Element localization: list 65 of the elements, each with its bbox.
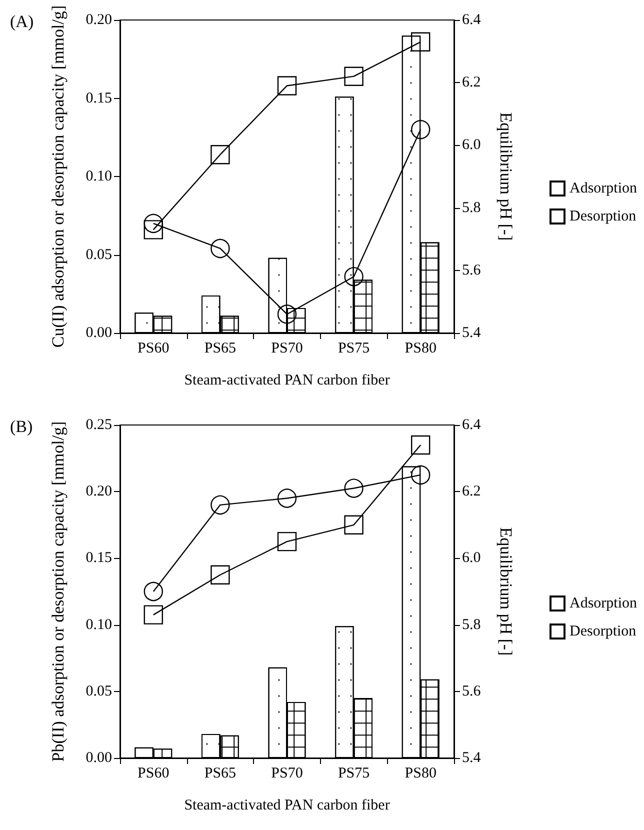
point (344, 478, 364, 498)
y-tick-label: 0.20 (86, 12, 112, 28)
y2-tick-label: 5.4 (462, 325, 482, 341)
x-tick-label: PS65 (204, 340, 236, 356)
x-tick-label: PS80 (404, 766, 436, 782)
point (277, 532, 297, 552)
point (144, 220, 163, 240)
point (210, 144, 230, 164)
chart-title: (A) (10, 12, 34, 31)
point (144, 605, 163, 624)
y-tick-label: 0.15 (86, 90, 112, 106)
x-axis-title: Steam-activated PAN carbon fiber (184, 372, 390, 388)
x-tick-label: PS75 (338, 340, 370, 356)
point (277, 304, 297, 324)
y-axis-title: Pb(II) adsorption or desorption capacity [mmol/g] (48, 421, 68, 762)
y-tick-label: 0.10 (86, 168, 112, 184)
y-tick-label: 0.25 (86, 417, 112, 433)
x-tick-label: PS80 (404, 340, 436, 356)
legend-label: Adsorption (570, 596, 638, 612)
y-tick-label: 0.05 (86, 246, 112, 263)
x-axis-title: Steam-activated PAN carbon fiber (184, 798, 390, 814)
y2-tick-label: 6.4 (462, 12, 482, 28)
point (344, 267, 364, 286)
legend-label: Adsorption (570, 180, 638, 196)
x-tick-label: PS65 (204, 766, 236, 782)
y-tick-label: 0.00 (86, 750, 112, 766)
y2-tick-label: 5.8 (462, 616, 481, 633)
point (144, 582, 163, 602)
point (277, 76, 297, 96)
x-tick-label: PS60 (138, 766, 170, 782)
x-tick-label: PS70 (271, 766, 303, 782)
y2-tick-label: 5.4 (462, 750, 482, 766)
y2-tick-label: 6.4 (462, 417, 482, 433)
y-tick-label: 0.05 (86, 683, 112, 700)
point (411, 32, 430, 52)
point (210, 565, 230, 584)
y2-tick-label: 5.6 (462, 262, 482, 278)
y2-tick-label: 6.2 (462, 74, 481, 91)
y2-axis-title: Equilibrium pH [-] (496, 527, 516, 656)
y2-tick-label: 6.0 (462, 550, 481, 566)
legend-label: Desorption (570, 624, 637, 640)
x-tick-label: PS75 (338, 766, 370, 782)
y2-tick-label: 6.2 (462, 484, 481, 500)
point (144, 214, 163, 234)
y2-tick-label: 6.0 (462, 137, 481, 154)
y-tick-label: 0.10 (86, 616, 112, 633)
x-tick-label: PS70 (271, 340, 303, 356)
legend-label: Desorption (570, 208, 637, 224)
point (344, 66, 364, 86)
point (411, 465, 430, 485)
chart-title: (B) (10, 417, 33, 436)
point (277, 488, 297, 508)
y-tick-label: 0.00 (86, 325, 112, 341)
y-axis-title: Cu(II) adsorption or desorption capacity [mmol/g] (48, 5, 68, 348)
x-tick-label: PS60 (138, 340, 170, 356)
y2-tick-label: 5.6 (462, 683, 482, 700)
y-tick-label: 0.20 (86, 484, 112, 500)
y-tick-label: 0.15 (86, 550, 112, 566)
point (411, 120, 430, 140)
point (344, 515, 364, 534)
point (411, 435, 430, 455)
point (210, 238, 230, 258)
y2-tick-label: 5.8 (462, 200, 481, 216)
point (210, 495, 230, 515)
y2-axis-title: Equilibrium pH [-] (496, 112, 516, 241)
